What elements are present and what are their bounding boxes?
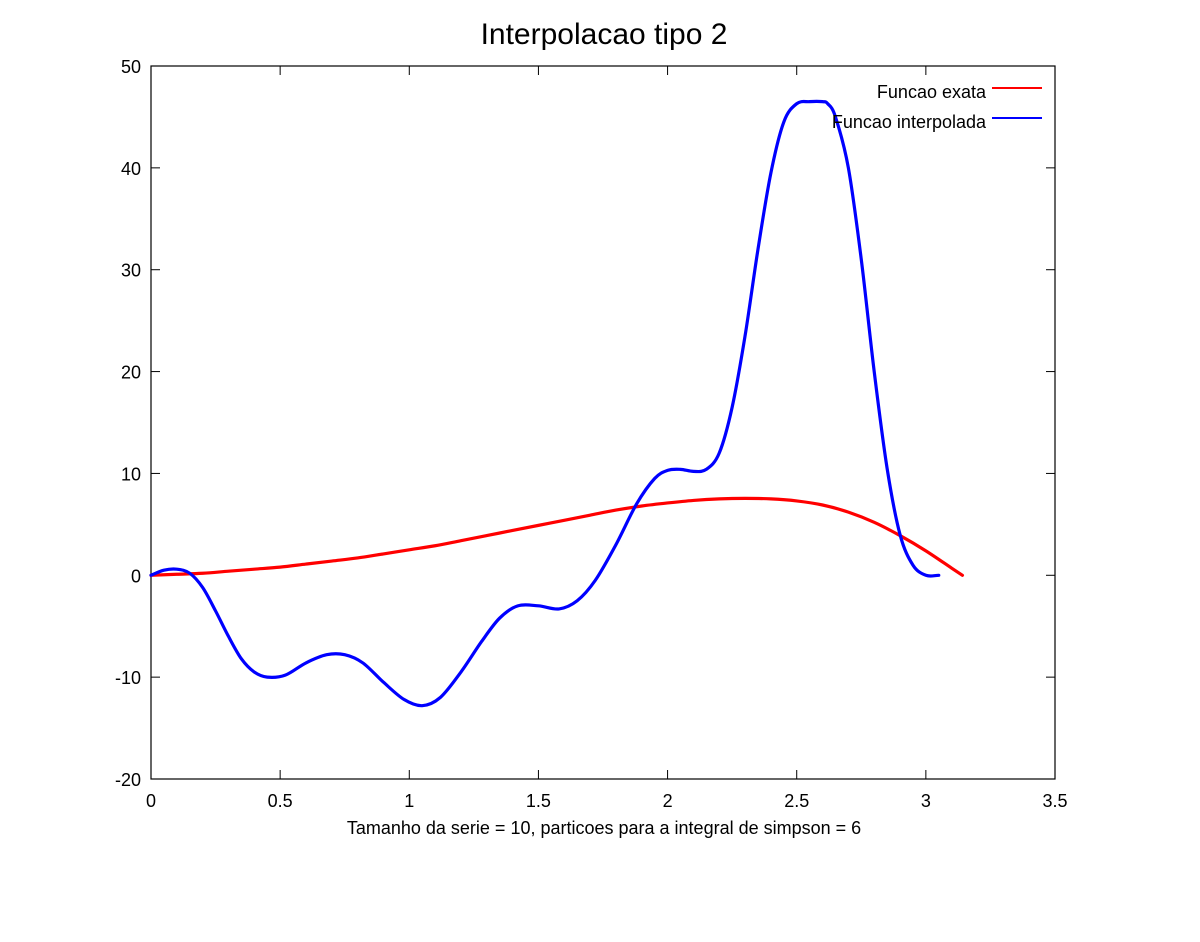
legend-label-interpolada: Funcao interpolada <box>832 112 987 132</box>
y-tick-labels: -20 -10 0 10 20 30 40 50 <box>115 57 141 790</box>
x-tick-label: 1 <box>404 791 414 811</box>
y-tick-label: -10 <box>115 668 141 688</box>
legend-label-exata: Funcao exata <box>877 82 987 102</box>
series-line-funcao-interpolada <box>149 99 941 708</box>
legend: Funcao exata Funcao interpolada <box>832 82 1042 132</box>
y-tick-label: 20 <box>121 363 141 383</box>
series-layer <box>149 99 965 708</box>
axis-ticks <box>150 65 1056 780</box>
x-tick-label: 2 <box>663 791 673 811</box>
y-tick-label: 10 <box>121 464 141 484</box>
y-tick-label: -20 <box>115 770 141 790</box>
x-tick-labels: 0 0.5 1 1.5 2 2.5 3 3.5 <box>146 791 1068 811</box>
x-tick-label: 0.5 <box>268 791 293 811</box>
x-tick-label: 3.5 <box>1042 791 1067 811</box>
x-tick-label: 0 <box>146 791 156 811</box>
x-tick-label: 2.5 <box>784 791 809 811</box>
y-tick-label: 30 <box>121 261 141 281</box>
y-tick-label: 0 <box>131 566 141 586</box>
plot-area-frame <box>150 65 1056 780</box>
y-tick-label: 40 <box>121 159 141 179</box>
y-tick-label: 50 <box>121 57 141 77</box>
x-tick-label: 3 <box>921 791 931 811</box>
x-axis-label: Tamanho da serie = 10, particoes para a … <box>347 818 861 838</box>
series-line-funcao-exata <box>149 496 965 577</box>
x-tick-label: 1.5 <box>526 791 551 811</box>
chart-title: Interpolacao tipo 2 <box>481 18 728 51</box>
